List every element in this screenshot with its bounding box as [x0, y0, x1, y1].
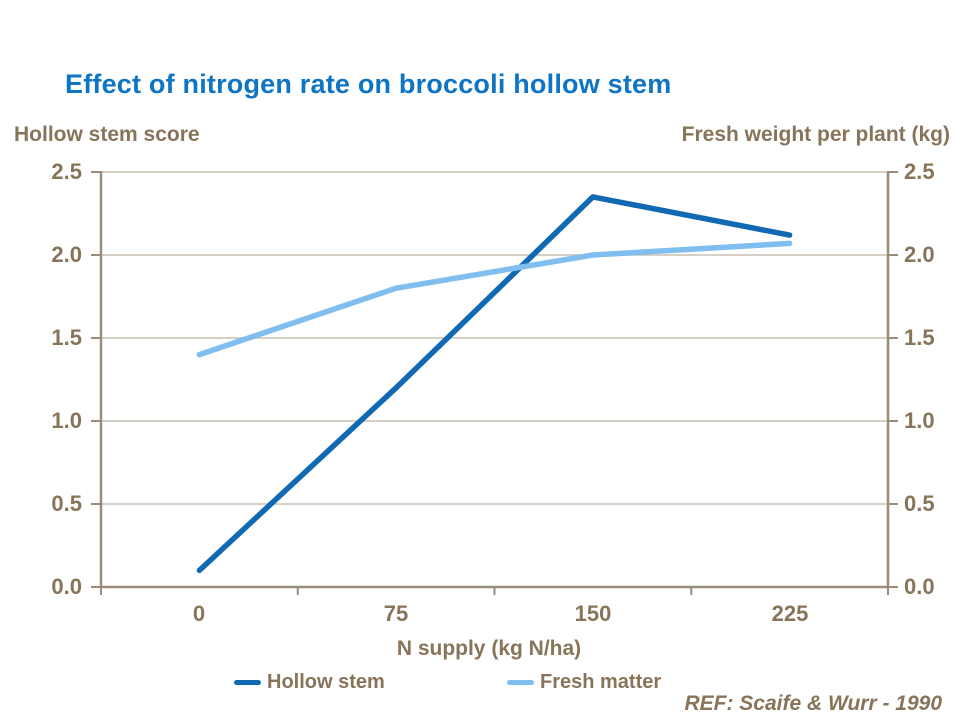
right-axis-title: Fresh weight per plant (kg): [681, 123, 950, 146]
left-axis-title: Hollow stem score: [14, 123, 200, 146]
y-tick-label-left: 0.5: [51, 491, 82, 516]
x-axis-title: N supply (kg N/ha): [396, 637, 582, 660]
x-tick-label: 0: [192, 601, 206, 626]
x-tick-label: 75: [383, 601, 409, 626]
y-tick-label-right: 1.0: [904, 408, 935, 433]
x-tick-label: 225: [771, 601, 809, 626]
y-tick-label-right: 2.5: [904, 159, 935, 184]
series-line-1: [196, 240, 793, 358]
fresh-matter-line-swatch: [507, 679, 534, 685]
y-tick-label-left: 2.0: [51, 242, 82, 267]
legend-item-hollow-stem: Hollow stem: [234, 670, 385, 694]
y-tick-label-left: 2.5: [51, 159, 82, 184]
y-tick-label-right: 0.0: [904, 574, 935, 599]
hollow-stem-line-swatch: [234, 679, 261, 685]
y-tick-label-right: 1.5: [904, 325, 935, 350]
y-tick-label-left: 1.5: [51, 325, 82, 350]
reference-note: REF: Scaife & Wurr - 1990: [684, 692, 942, 715]
legend-item-fresh-matter: Fresh matter: [507, 670, 661, 694]
x-tick-label: 150: [574, 601, 612, 626]
y-tick-label-right: 0.5: [904, 491, 935, 516]
chart-title: Effect of nitrogen rate on broccoli holl…: [65, 69, 672, 99]
y-tick-label-right: 2.0: [904, 242, 935, 267]
series-line-0: [196, 194, 793, 574]
y-tick-label-left: 1.0: [51, 408, 82, 433]
legend-label: Fresh matter: [540, 670, 662, 693]
y-tick-label-left: 0.0: [51, 574, 82, 599]
legend-label: Hollow stem: [267, 670, 385, 693]
